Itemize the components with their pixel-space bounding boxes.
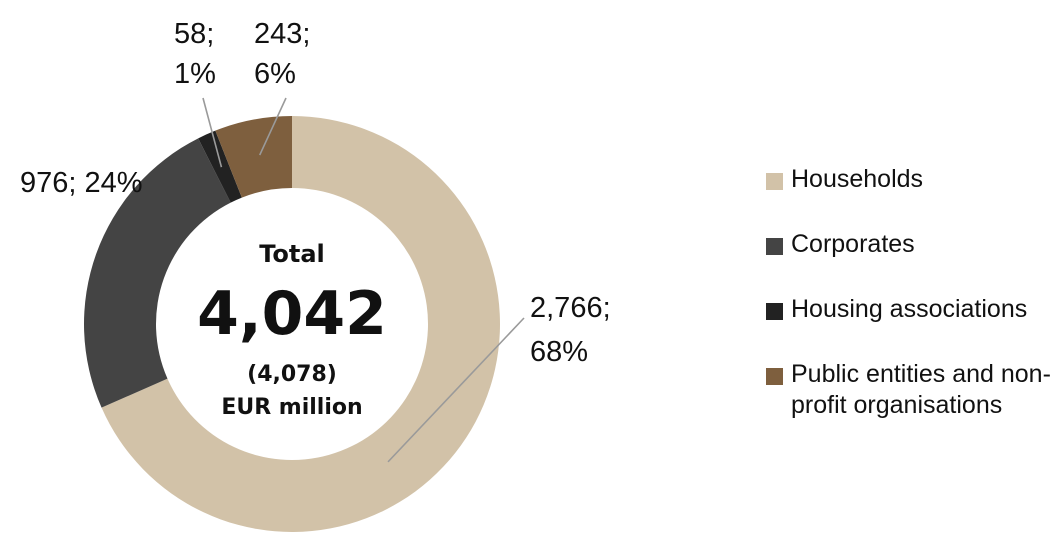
legend-item: Corporates [766, 229, 1061, 260]
data-label-line: 68% [530, 336, 588, 368]
center-heading: Total [259, 240, 325, 268]
data-label-line: 6% [254, 58, 296, 90]
center-unit: EUR million [221, 395, 362, 420]
donut-slices [84, 116, 500, 532]
data-label-households: 2,766; 68% [530, 292, 611, 368]
data-label-housing-associations: 58; 1% [174, 18, 216, 90]
legend-label: Households [791, 165, 924, 193]
legend-swatch [766, 303, 783, 320]
data-label-corporates: 976; 24% [20, 167, 143, 199]
data-label-line: 58; [174, 18, 214, 50]
center-total: Total 4,042 (4,078) EUR million [197, 240, 387, 420]
slice-corporates [84, 138, 231, 408]
data-label-public-entities-and-non-profit-organisations: 243; 6% [254, 18, 310, 90]
legend-swatch [766, 368, 783, 385]
leader-line-public-entities-and-non-profit-organisations [258, 97, 287, 156]
leader-line-households [387, 317, 525, 463]
center-value: 4,042 [197, 279, 387, 349]
data-labels: 2,766; 68%976; 24%58; 1%243; 6% [20, 18, 611, 368]
data-label-line: 976; 24% [20, 167, 143, 199]
data-label-line: 243; [254, 18, 310, 50]
legend-label: Public entities and non-profit organisat… [791, 360, 1051, 419]
legend-label: Corporates [791, 230, 915, 258]
data-label-line: 1% [174, 58, 216, 90]
leader-line-housing-associations [202, 97, 223, 168]
legend-swatch [766, 173, 783, 190]
label-leader-lines [202, 97, 525, 463]
legend-item: Public entities and non-profit organisat… [766, 359, 1061, 421]
donut-chart: 2,766; 68%976; 24%58; 1%243; 6% Total 4,042… [20, 18, 611, 532]
legend-label: Housing associations [791, 295, 1028, 323]
slice-public-entities-and-non-profit-organisations [215, 116, 292, 198]
legend-swatch [766, 238, 783, 255]
center-previous: (4,078) [247, 362, 337, 387]
legend-item: Households [766, 164, 1061, 195]
slice-households [101, 116, 500, 532]
legend-item: Housing associations [766, 294, 1061, 325]
slice-housing-associations [198, 130, 242, 203]
chart-legend: Households Corporates Housing associations… [766, 164, 1061, 455]
data-label-line: 2,766; [530, 292, 611, 324]
